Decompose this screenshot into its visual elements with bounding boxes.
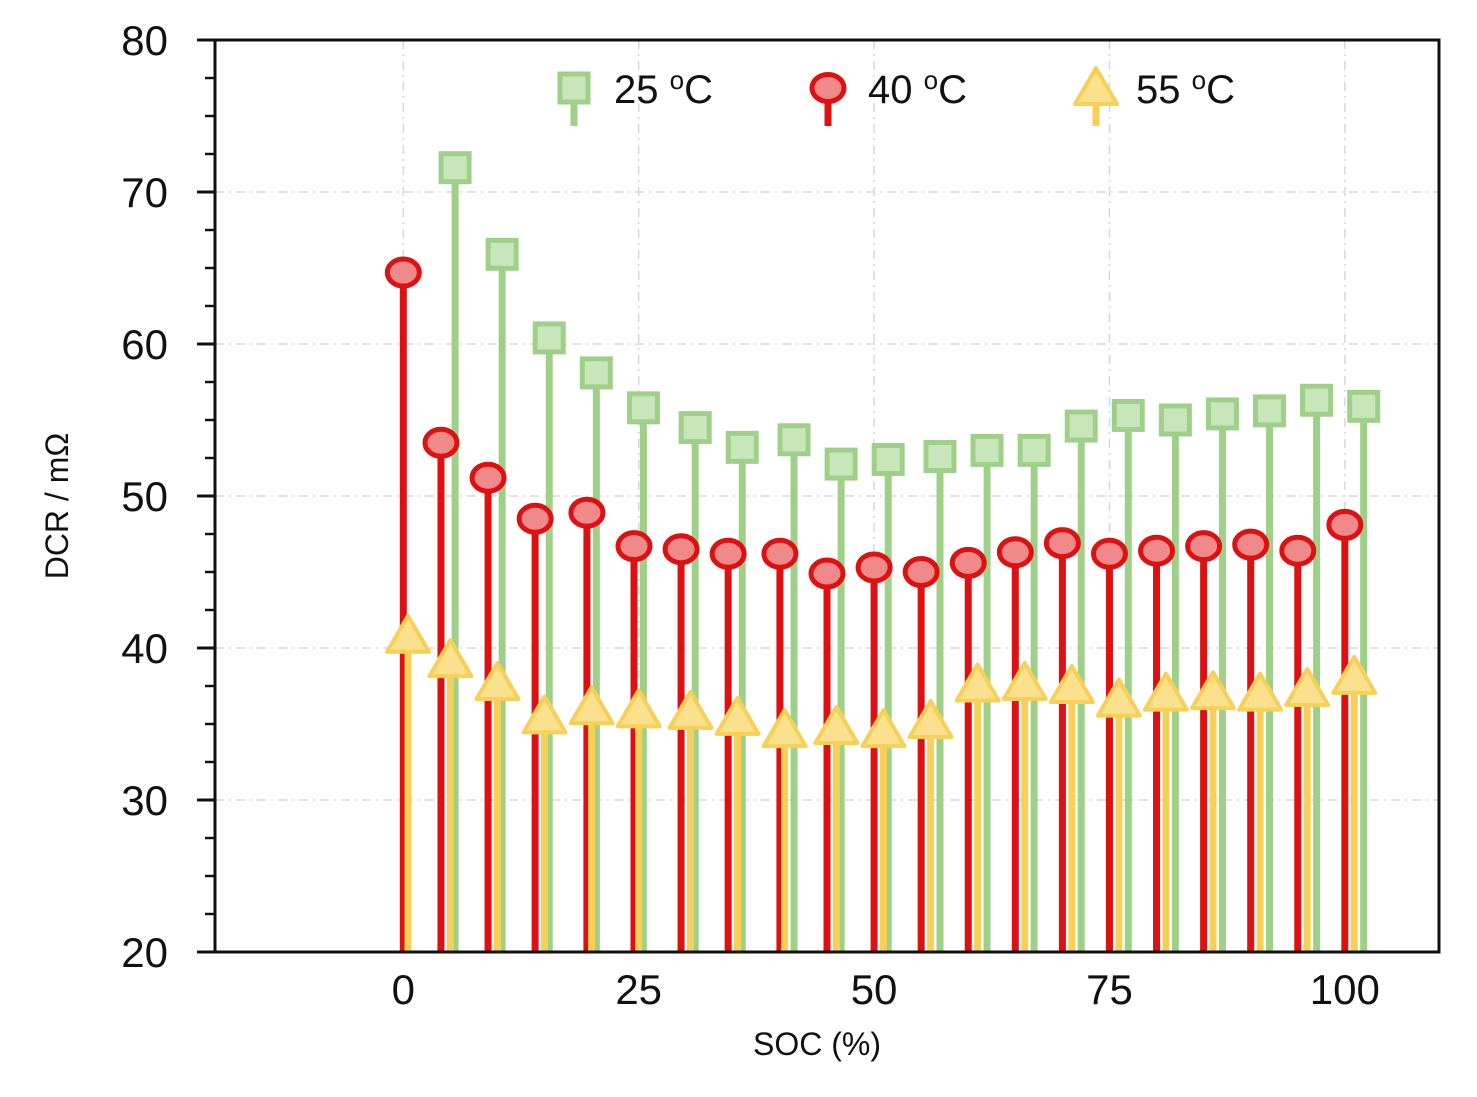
data-point-marker	[1237, 671, 1284, 712]
legend-marker	[557, 71, 591, 105]
data-point-marker	[1331, 654, 1378, 695]
data-point-marker	[438, 151, 472, 185]
data-point-marker	[860, 708, 907, 749]
y-tick-label: 80	[121, 17, 168, 64]
data-point-marker	[1017, 433, 1051, 467]
legend-item: 55 oC	[1073, 65, 1235, 126]
y-tick-label: 40	[121, 625, 168, 672]
data-point-marker	[568, 685, 615, 726]
data-point-marker	[1190, 670, 1237, 711]
y-tick-label: 50	[121, 473, 168, 520]
y-tick-label: 60	[121, 321, 168, 368]
data-point-marker	[777, 423, 811, 457]
data-point-marker	[474, 660, 521, 701]
stem-series	[384, 151, 1381, 952]
data-point-marker	[1185, 530, 1223, 563]
data-point-marker	[1142, 671, 1189, 712]
x-axis-label: SOC (%)	[753, 1026, 881, 1062]
data-point-marker	[615, 530, 653, 563]
data-point-marker	[1279, 534, 1317, 567]
data-point-marker	[824, 447, 858, 481]
data-point-marker	[761, 537, 799, 570]
legend-item: 40 oC	[809, 65, 967, 126]
legend-label: 25 oC	[614, 65, 713, 112]
data-point-marker	[532, 321, 566, 355]
data-point-marker	[1095, 677, 1142, 718]
data-point-marker	[1090, 537, 1128, 570]
data-point-marker	[902, 556, 940, 588]
data-point-marker	[855, 551, 893, 584]
data-point-marker	[521, 694, 568, 735]
data-point-marker	[568, 496, 606, 529]
axes: 20 30 40 50 60 70 80 0 25 50 75 100	[121, 17, 1380, 1013]
data-point-marker	[907, 698, 954, 739]
y-axis-label: DCR / mΩ	[39, 433, 75, 580]
data-point-marker	[615, 688, 662, 729]
data-point-marker	[469, 461, 507, 494]
legend-label: 55 oC	[1136, 65, 1235, 112]
data-point-marker	[667, 689, 714, 730]
data-point-marker	[808, 557, 846, 590]
x-tick-label: 0	[392, 966, 415, 1013]
data-point-marker	[1001, 660, 1048, 701]
data-point-marker	[949, 546, 987, 579]
data-point-marker	[1043, 527, 1081, 560]
x-tick-label: 100	[1310, 966, 1380, 1013]
series-square	[438, 151, 1381, 952]
data-point-marker	[923, 439, 957, 473]
data-point-marker	[678, 411, 712, 445]
data-point-marker	[1158, 403, 1192, 437]
y-tick-label: 20	[121, 929, 168, 976]
legend-item: 25 oC	[557, 65, 713, 126]
data-point-marker	[996, 536, 1034, 569]
data-point-marker	[1232, 528, 1270, 561]
series-circle	[384, 256, 1364, 952]
data-point-marker	[954, 662, 1001, 703]
data-point-marker	[871, 443, 905, 477]
data-point-marker	[725, 430, 759, 464]
data-point-marker	[1205, 397, 1239, 431]
data-point-marker	[662, 533, 700, 566]
data-point-marker	[1111, 398, 1145, 432]
data-point-marker	[1347, 389, 1381, 423]
data-point-marker	[579, 356, 613, 390]
series-triangle	[385, 613, 1378, 952]
data-point-marker	[1048, 664, 1095, 704]
data-point-marker	[1326, 508, 1364, 541]
data-point-marker	[970, 433, 1004, 467]
x-tick-label: 50	[851, 966, 898, 1013]
data-point-marker	[813, 705, 860, 746]
data-point-marker	[709, 537, 747, 570]
x-tick-label: 75	[1086, 966, 1133, 1013]
data-point-marker	[1300, 383, 1334, 417]
data-point-marker	[1064, 409, 1098, 443]
legend-label: 40 oC	[868, 65, 967, 112]
data-point-marker	[714, 695, 761, 736]
data-point-marker	[385, 613, 432, 654]
legend-marker	[1073, 66, 1119, 106]
legend: 25 oC 40 oC 55 oC	[557, 65, 1235, 126]
data-point-marker	[626, 391, 660, 425]
legend-marker	[809, 72, 847, 104]
data-point-marker	[427, 638, 474, 679]
data-point-marker	[1138, 534, 1176, 567]
y-tick-label: 70	[121, 169, 168, 216]
data-point-marker	[384, 256, 422, 289]
data-point-marker	[516, 502, 554, 535]
data-point-marker	[1253, 394, 1287, 428]
data-point-marker	[1284, 667, 1331, 708]
data-point-marker	[422, 426, 460, 459]
data-point-marker	[485, 237, 519, 271]
x-tick-label: 25	[615, 966, 662, 1013]
y-tick-label: 30	[121, 777, 168, 824]
data-point-marker	[761, 708, 808, 749]
